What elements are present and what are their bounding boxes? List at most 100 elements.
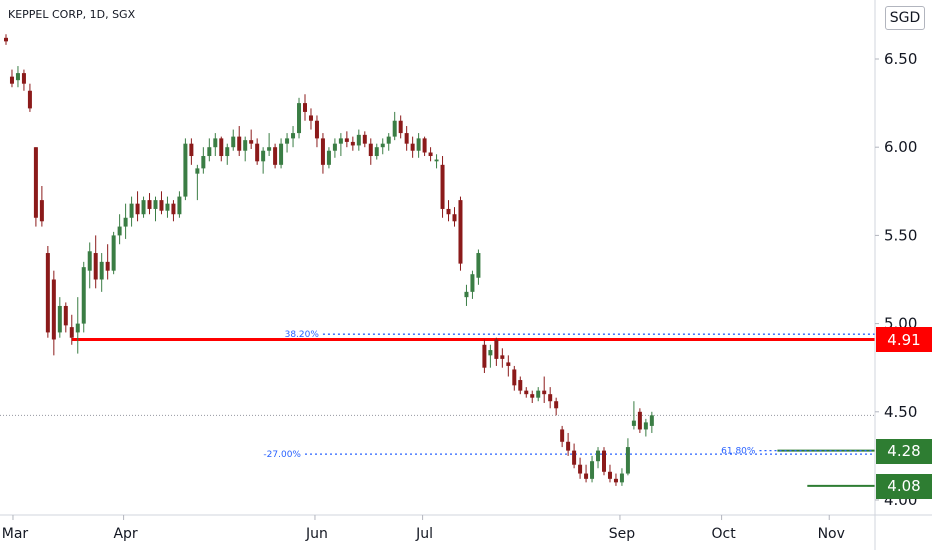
candle [93, 235, 98, 289]
candle-body [566, 441, 571, 451]
candle [524, 387, 529, 398]
candle-body [494, 339, 499, 359]
candle [69, 314, 74, 345]
x-tick-label: Jul [415, 526, 433, 542]
candle-body [398, 120, 403, 134]
candle [237, 126, 242, 157]
candle-body [536, 390, 541, 398]
candle [602, 447, 606, 476]
candle [404, 126, 409, 151]
candle [488, 344, 493, 368]
candle-body [374, 147, 379, 157]
candle [267, 133, 272, 157]
candle-body [75, 323, 80, 333]
candle-body [542, 390, 547, 395]
candle [33, 147, 38, 227]
candle [213, 133, 218, 157]
candle [536, 387, 541, 402]
chart-title: KEPPEL CORP, 1D, SGX [8, 8, 136, 21]
candle-body [422, 138, 427, 153]
currency-button[interactable]: SGD [885, 6, 925, 30]
x-tick-label: Sep [609, 526, 636, 542]
candle [416, 133, 421, 158]
candle [590, 455, 595, 483]
candle-body [45, 253, 50, 333]
candle [303, 94, 307, 121]
candle [452, 207, 457, 227]
candle [554, 397, 559, 416]
candle [530, 390, 535, 403]
candle-body [512, 369, 517, 386]
candle [219, 136, 224, 162]
candle-body [524, 390, 529, 395]
candle-body [314, 120, 319, 139]
candle-body [332, 143, 337, 151]
candle-body [231, 136, 236, 148]
candle [542, 376, 547, 403]
candle [596, 447, 601, 469]
candle-body [183, 143, 188, 197]
candle-body [344, 138, 349, 142]
candle-body [631, 420, 636, 426]
candle-body [57, 305, 62, 333]
candle-body [506, 362, 511, 366]
candle-body [452, 214, 457, 222]
candle-body [362, 134, 367, 144]
candle-body [177, 196, 182, 215]
candle [75, 297, 80, 354]
candle [506, 355, 511, 377]
candle-body [613, 478, 618, 483]
horizontal-lines [0, 337, 875, 487]
candle-body [596, 450, 601, 462]
candle [512, 365, 517, 391]
candle [392, 111, 397, 141]
candle [231, 129, 236, 151]
candle [470, 270, 475, 299]
fib-label: -27.00% [263, 450, 301, 460]
candle [99, 253, 104, 292]
candle-body [554, 401, 559, 409]
x-tick-label: Oct [711, 526, 736, 542]
candle-body [105, 261, 110, 271]
candle [631, 401, 636, 430]
candle-body [207, 147, 212, 157]
y-tick-label: 6.00 [884, 138, 917, 156]
candle-body [21, 73, 26, 84]
candle [9, 69, 14, 88]
candle-body [9, 76, 14, 84]
candle [39, 186, 44, 227]
candle [649, 411, 654, 433]
candle [374, 143, 379, 160]
candle-body [219, 138, 224, 157]
candle [476, 249, 481, 285]
candle-body [99, 261, 104, 280]
candle-body [279, 143, 284, 165]
candle [386, 133, 391, 151]
candle-body [135, 203, 140, 215]
candle-body [560, 429, 565, 442]
candle [183, 138, 188, 201]
candle-body [93, 253, 98, 280]
candle-body [117, 226, 122, 236]
candle-body [165, 203, 170, 211]
x-tick-label: Apr [113, 526, 137, 542]
candle [123, 203, 128, 239]
candle [380, 138, 385, 155]
y-tick-label: 4.50 [884, 403, 917, 421]
candle-body [602, 450, 606, 472]
candle-body [392, 120, 397, 137]
candle [117, 214, 122, 245]
candle [297, 97, 302, 139]
candle [308, 108, 313, 130]
candle-body [649, 415, 654, 426]
candle-body [111, 235, 116, 271]
candle-body [81, 267, 86, 324]
candle-body [476, 253, 481, 278]
candle-body [326, 150, 331, 165]
candle [494, 337, 499, 366]
candle-body [243, 140, 248, 151]
candle [249, 129, 254, 149]
candle [500, 348, 505, 368]
candle-body [548, 394, 553, 402]
candle-body [213, 138, 218, 148]
